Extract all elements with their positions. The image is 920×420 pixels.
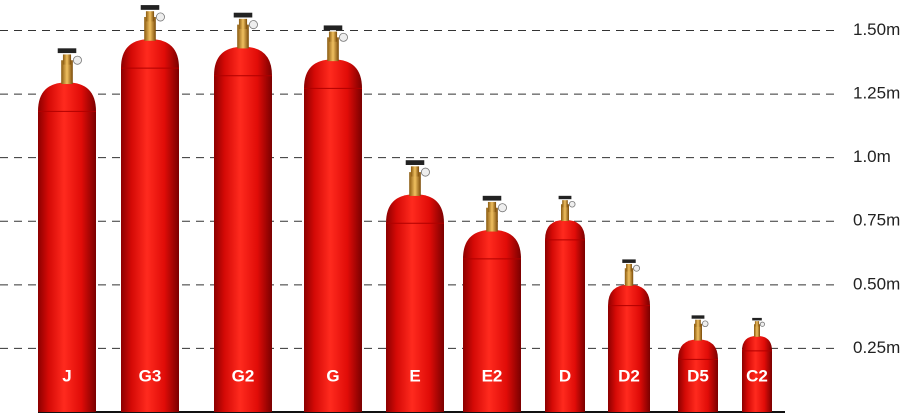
valve-gauge [421,168,429,176]
valve-wheel [622,259,635,263]
valve-body [411,166,419,176]
valve-gauge [498,204,506,212]
cylinder [608,259,650,412]
cylinder [678,315,718,412]
valve-wheel [483,196,502,201]
x-tick-label: E2 [482,366,503,385]
valve-body [626,264,632,272]
valve-gauge [249,21,257,29]
valve-wheel [406,160,425,165]
y-tick-label: 0.75m [853,211,900,230]
cylinder [304,25,362,412]
x-tick-label: D [559,366,571,385]
x-tick-label: G [326,366,339,385]
valve-body [488,202,496,212]
valve-wheel [58,48,77,53]
valve-wheel [692,315,705,318]
valve-wheel [324,25,343,30]
cylinder-body [608,285,650,412]
y-tick-label: 1.0m [853,147,891,166]
cylinder-body [214,47,272,412]
x-tick-label: D5 [687,366,709,385]
valve-body [239,19,247,29]
cylinder [214,13,272,412]
valve-gauge [73,56,81,64]
valve-body [146,11,154,21]
cylinder-body [38,82,96,412]
valve-wheel [234,13,253,18]
valve-body [562,200,568,207]
valve-wheel [752,318,762,321]
valve-wheel [141,5,160,10]
cylinder-body [304,59,362,412]
valve-gauge [760,322,764,326]
y-tick-label: 0.50m [853,274,900,293]
valve-body [329,32,337,42]
x-tick-label: C2 [746,366,768,385]
x-tick-label: E [409,366,420,385]
valve-body [755,321,759,326]
valve-gauge [702,321,708,327]
valve-gauge [634,265,640,271]
valve-body [695,320,701,327]
valve-body [63,54,71,64]
x-tick-label: G3 [139,366,162,385]
y-tick-label: 1.25m [853,84,900,103]
valve-gauge [339,33,347,41]
valve-gauge [569,201,575,207]
valve-gauge [156,13,164,21]
cylinder [742,318,772,412]
cylinder [38,48,96,412]
x-tick-label: J [62,366,71,385]
x-tick-label: D2 [618,366,640,385]
valve-wheel [559,196,572,199]
y-tick-label: 1.50m [853,20,900,39]
cylinder-body [121,39,179,412]
cylinder [121,5,179,412]
x-tick-label: G2 [232,366,255,385]
chart: 0.25m 0.50m 0.75m 1.0m 1.25m 1.50m J G3 G2 G E E2 D D… [0,0,920,420]
y-tick-label: 0.25m [853,338,900,357]
